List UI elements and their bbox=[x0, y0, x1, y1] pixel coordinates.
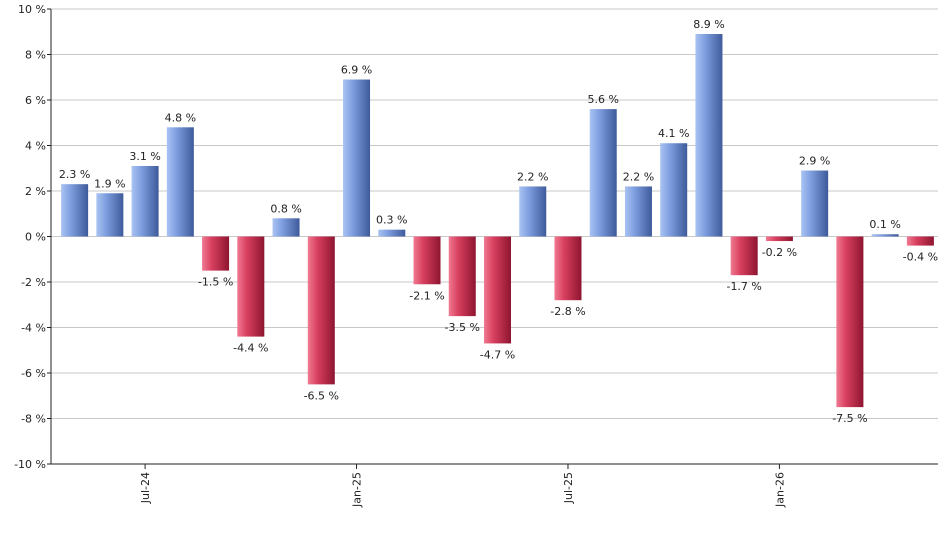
bar bbox=[448, 236, 476, 317]
bar bbox=[730, 236, 758, 276]
bar bbox=[871, 234, 899, 237]
bar bbox=[378, 229, 406, 237]
y-tick-label: 4 % bbox=[25, 140, 46, 153]
y-tick-label: -6 % bbox=[21, 367, 46, 380]
data-label: -6.5 % bbox=[304, 389, 339, 402]
data-label: 5.6 % bbox=[587, 93, 618, 106]
data-label: 2.2 % bbox=[517, 170, 548, 183]
x-tick-label: Jul-24 bbox=[139, 472, 152, 504]
bar bbox=[660, 143, 688, 237]
bar bbox=[96, 193, 124, 237]
x-tick-label: Jan-25 bbox=[351, 472, 364, 508]
bar bbox=[343, 79, 371, 237]
bar bbox=[519, 186, 547, 237]
data-label: -7.5 % bbox=[832, 412, 867, 425]
bar bbox=[765, 236, 793, 242]
data-label: 8.9 % bbox=[693, 18, 724, 31]
data-label: -2.8 % bbox=[550, 305, 585, 318]
data-label: -0.2 % bbox=[762, 246, 797, 259]
data-label: 0.8 % bbox=[270, 202, 301, 215]
bar bbox=[695, 34, 723, 237]
data-label: -1.5 % bbox=[198, 276, 233, 289]
y-tick-label: 10 % bbox=[18, 3, 46, 16]
x-tick-label: Jan-26 bbox=[773, 472, 786, 508]
bar bbox=[836, 236, 864, 408]
bar bbox=[61, 184, 89, 237]
y-tick-label: 0 % bbox=[25, 231, 46, 244]
bar bbox=[166, 127, 194, 237]
data-label: -2.1 % bbox=[409, 289, 444, 302]
data-label: -4.4 % bbox=[233, 342, 268, 355]
data-label: 3.1 % bbox=[129, 150, 160, 163]
y-tick-label: -2 % bbox=[21, 276, 46, 289]
data-labels: 2.3 % 1.9 % 3.1 % 4.8 % -1.5 % -4.4 % 0.8 % -6.… bbox=[59, 18, 938, 425]
bars bbox=[61, 34, 934, 408]
bar bbox=[906, 236, 934, 246]
data-label: 4.1 % bbox=[658, 127, 689, 140]
bar bbox=[272, 218, 300, 237]
data-label: 2.3 % bbox=[59, 168, 90, 181]
data-label: -4.7 % bbox=[480, 348, 515, 361]
data-label: 6.9 % bbox=[341, 64, 372, 77]
data-label: -3.5 % bbox=[445, 321, 480, 334]
data-label: 0.1 % bbox=[869, 218, 900, 231]
y-tick-label: 6 % bbox=[25, 94, 46, 107]
data-label: 2.2 % bbox=[623, 170, 654, 183]
y-tick-label: 2 % bbox=[25, 185, 46, 198]
axes: -10 % -8 % -6 % -4 % -2 % 0 % 2 % 4 % 6 % 8 % 10 %… bbox=[14, 3, 938, 508]
bar bbox=[307, 236, 335, 385]
data-label: 4.8 % bbox=[165, 111, 196, 124]
bar bbox=[624, 186, 652, 237]
y-tick-label: -10 % bbox=[14, 458, 46, 471]
y-tick-label: 8 % bbox=[25, 49, 46, 62]
data-label: 1.9 % bbox=[94, 177, 125, 190]
data-label: -0.4 % bbox=[903, 251, 938, 264]
y-tick-label: -8 % bbox=[21, 413, 46, 426]
bar bbox=[202, 236, 230, 271]
bar bbox=[484, 236, 511, 344]
bar bbox=[413, 236, 441, 285]
bar bbox=[554, 236, 582, 301]
data-label: -1.7 % bbox=[726, 280, 761, 293]
bar bbox=[131, 165, 159, 237]
y-tick-label: -4 % bbox=[21, 322, 46, 335]
x-tick-label: Jul-25 bbox=[562, 472, 575, 504]
data-label: 2.9 % bbox=[799, 155, 830, 168]
bar bbox=[237, 236, 265, 337]
bar bbox=[589, 109, 617, 237]
data-label: 0.3 % bbox=[376, 214, 407, 227]
bar bbox=[801, 170, 829, 237]
